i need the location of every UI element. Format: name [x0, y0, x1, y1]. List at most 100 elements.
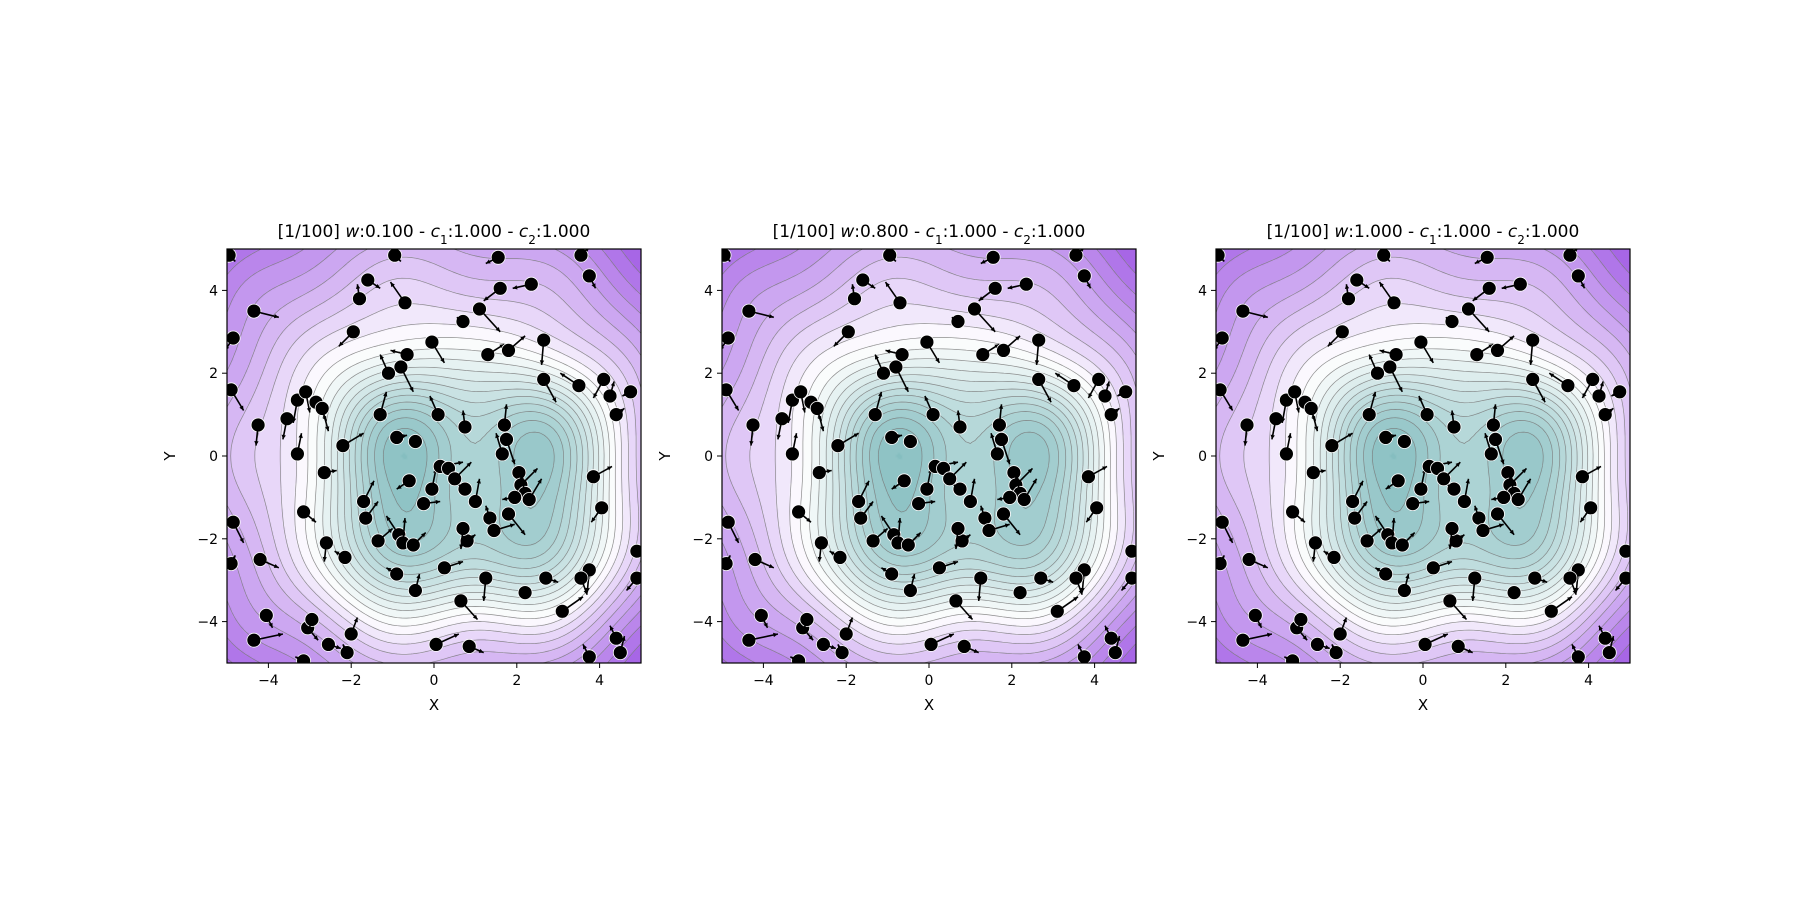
particle [1579, 500, 1599, 523]
particle [335, 432, 365, 454]
arrow-head [358, 433, 364, 438]
particle [436, 560, 464, 576]
arrow-head [306, 629, 312, 634]
arrow-head [1542, 578, 1548, 583]
arrow-head [953, 560, 958, 566]
arrow-head [990, 327, 996, 332]
arrow-head [1105, 625, 1109, 631]
arrow-head [1228, 537, 1233, 543]
particle [1376, 249, 1392, 263]
arrow-head [511, 459, 516, 465]
x-tick-label: 0 [430, 673, 439, 689]
arrow-head [875, 354, 879, 360]
velocity-arrow [636, 549, 641, 552]
arrow-head [1228, 405, 1233, 411]
arrow-head [1364, 284, 1370, 289]
arrow-head [1302, 635, 1308, 641]
particle [622, 384, 638, 400]
arrow-head [1088, 393, 1093, 398]
arrow-head [998, 404, 1004, 409]
particle [1525, 332, 1541, 365]
particle [389, 281, 413, 311]
arrow-head [1116, 636, 1121, 641]
arrow-head [1391, 518, 1396, 523]
arrow-head [380, 354, 384, 360]
arrow-head [268, 622, 273, 628]
particle [1012, 585, 1028, 600]
arrow-head [1086, 517, 1091, 523]
arrow-head [1219, 256, 1225, 262]
arrow-head [1448, 544, 1453, 550]
particle [1570, 644, 1586, 663]
particle [1341, 284, 1356, 307]
arrow-head [1324, 645, 1330, 650]
particle [455, 521, 471, 550]
particle [1054, 372, 1082, 394]
particle [816, 637, 837, 652]
arrow-head [1398, 386, 1403, 392]
arrow-head [1327, 341, 1333, 347]
subplot-2: −4 −2 0 2 4 −4 −2 0 2 4 X Y [1/100] w:0.800 - c1:1.0… [656, 222, 1137, 714]
velocity-arrow [1131, 549, 1136, 552]
arrow-head [291, 418, 297, 423]
particle [1548, 372, 1576, 394]
particle [1442, 593, 1468, 621]
x-axis-label: X [429, 696, 439, 714]
particle [774, 411, 790, 440]
particle [396, 473, 417, 490]
particle [581, 644, 597, 663]
arrow-head [1615, 585, 1621, 591]
arrow-head [1323, 551, 1329, 556]
arrow-head [1347, 433, 1353, 438]
arrow-head [520, 335, 526, 341]
particle [1033, 570, 1054, 586]
particle [486, 523, 515, 538]
arrow-head [476, 478, 481, 484]
particle [978, 280, 1003, 302]
particle [1016, 478, 1038, 507]
arrow-head [278, 632, 283, 638]
arrow-head [725, 256, 731, 262]
particle [1425, 560, 1453, 576]
arrow-head [997, 496, 1003, 501]
arrow-head [826, 469, 832, 474]
arrow-head [273, 564, 279, 568]
arrow-head [1455, 462, 1461, 467]
y-tick-label: 4 [704, 283, 713, 299]
particle [851, 480, 870, 509]
arrow-head [485, 505, 490, 511]
x-tick-label: 4 [1090, 673, 1099, 689]
y-tick-label: 0 [704, 449, 713, 465]
arrow-head [1086, 283, 1091, 289]
arrow-head [773, 632, 778, 638]
particle-marker [296, 653, 311, 663]
arrow-head [390, 282, 395, 288]
particles [227, 249, 641, 663]
particle [1384, 518, 1400, 551]
arrow-head [973, 648, 979, 653]
particle [1527, 570, 1548, 586]
arrow-head [1424, 499, 1430, 505]
particle [1457, 478, 1472, 509]
arrow-head [1385, 484, 1391, 490]
particle [1405, 496, 1430, 512]
arrow-head [1105, 381, 1110, 387]
particle [1436, 461, 1461, 487]
particle [1491, 489, 1512, 505]
particle [874, 354, 891, 381]
arrow-head [801, 629, 807, 634]
particle [573, 249, 589, 263]
arrow-head [472, 614, 478, 620]
arrow-head [591, 517, 596, 523]
particle [1347, 501, 1368, 526]
particle [942, 461, 967, 487]
arrow-head [1007, 285, 1013, 290]
arrow-head [806, 517, 811, 523]
velocity-arrow [973, 308, 996, 333]
arrow-head [311, 517, 316, 523]
y-tick-label: 4 [209, 283, 218, 299]
particle [950, 314, 966, 329]
particle [791, 504, 812, 523]
particle [722, 330, 736, 350]
particle [1506, 585, 1522, 600]
